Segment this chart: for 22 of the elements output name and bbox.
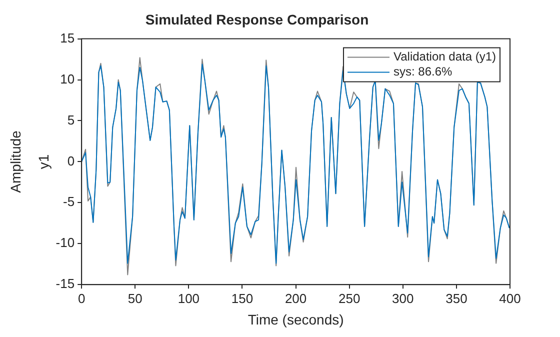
text: y1	[35, 154, 52, 170]
y-tick-label: -15	[56, 276, 75, 292]
x-axis-title: Time (seconds)	[248, 311, 344, 328]
chart-title: Simulated Response Comparison	[145, 11, 369, 28]
y-axis-title: Amplitude	[7, 130, 24, 193]
legend-label: sys: 86.6%	[393, 64, 453, 79]
x-tick-label: 50	[128, 290, 142, 306]
x-tick-label: 200	[284, 290, 307, 306]
y-tick-label: 0	[67, 153, 75, 168]
x-tick-label: 250	[338, 290, 360, 306]
x-tick-label: 300	[392, 290, 414, 306]
y-tick-label: -10	[56, 235, 75, 250]
x-tick-label: 150	[231, 290, 254, 306]
x-tick-label: 0	[78, 290, 86, 306]
x-tick-label: 350	[446, 290, 468, 306]
legend-label: Validation data (y1)	[393, 50, 496, 64]
y-tick-label: 10	[60, 71, 75, 86]
y-tick-label: 15	[60, 30, 75, 46]
y-tick-label: -5	[63, 194, 75, 210]
y-tick-label: 5	[67, 112, 75, 128]
x-tick-label: 400	[499, 290, 521, 306]
x-tick-label: 100	[178, 290, 200, 306]
